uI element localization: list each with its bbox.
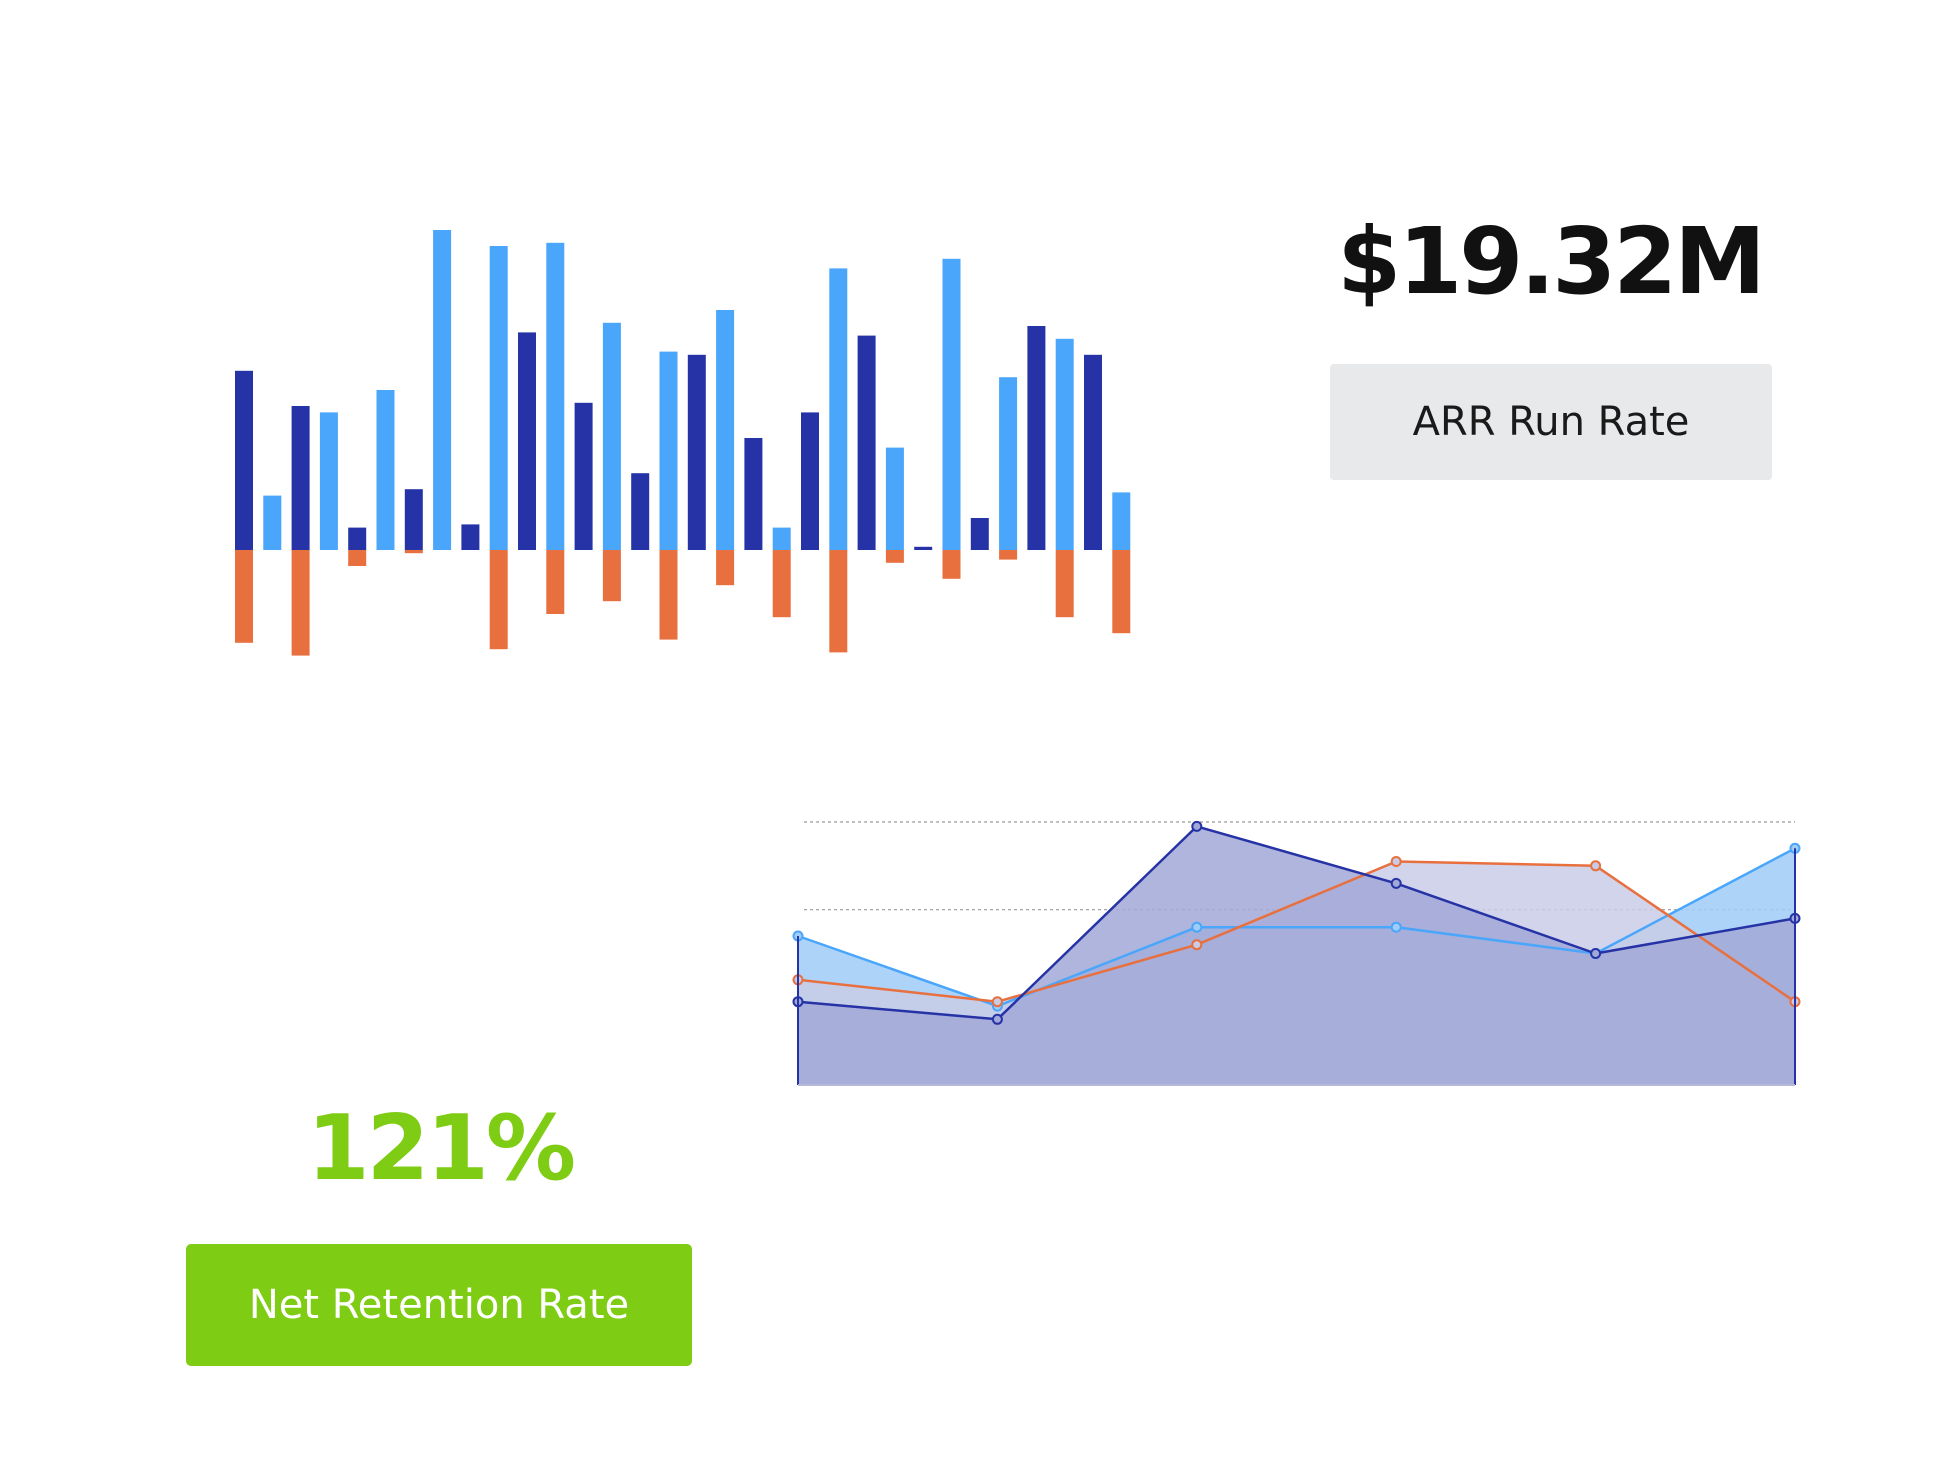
bar-negative [1055,550,1074,618]
bar-positive [546,242,565,551]
bar-positive [1055,338,1074,550]
bar-negative [716,550,735,586]
bar-positive [235,370,253,550]
bar-positive [602,322,621,550]
bar-positive [461,524,480,550]
bar-positive [518,332,536,550]
bar-positive [263,495,282,550]
bar-negative [235,550,253,643]
bar-negative [291,550,310,656]
series-line-2 [797,860,1796,1003]
bar-positive [885,447,904,550]
data-point [991,1013,1003,1025]
bar-negative [659,550,678,640]
net-retention-rate-value: 121% [306,1096,576,1201]
bar-positive [433,230,452,550]
arr-run-rate-value: $19.32M [1337,208,1766,315]
data-point [1191,939,1203,951]
bar-positive [319,412,338,550]
bar-positive [857,335,876,550]
bar-negative [942,550,961,579]
bar-negative [772,550,791,618]
bar-positive [659,351,678,550]
bar-negative [404,550,423,554]
bar-positive [574,402,593,550]
data-point [1191,820,1203,832]
data-point [1590,948,1602,959]
bar-positive [914,546,933,550]
bar-negative [885,550,904,563]
bar-positive [1084,354,1102,550]
bar-positive [999,377,1018,550]
bar-positive [489,246,508,550]
data-point [1590,860,1602,872]
bar-positive [970,518,989,550]
net-retention-rate-label: Net Retention Rate [186,1244,692,1366]
bar-positive [631,473,650,550]
bar-positive [404,489,423,550]
bar-negative [999,550,1018,560]
bar-positive [716,310,735,550]
bar-positive [744,438,763,550]
data-point [1390,856,1402,867]
bar-negative [602,550,621,602]
series-line-1 [797,847,1796,1008]
bar-negative [348,550,367,566]
data-point [1390,877,1402,889]
bar-negative [489,550,508,650]
series-line-3 [797,825,1796,1021]
bar-positive [376,390,395,550]
bar-negative [829,550,848,653]
data-point [1191,921,1203,933]
bar-positive [801,412,819,550]
bar-positive [942,258,961,550]
bar-positive [291,406,310,550]
bar-positive [829,268,848,550]
bar-positive [348,527,367,550]
bar-positive [772,527,791,550]
bar-negative [546,550,565,614]
bar-positive [1112,492,1131,550]
data-point [991,996,1003,1008]
bar-positive [687,354,706,550]
arr-run-rate-label: ARR Run Rate [1330,364,1772,480]
bar-positive [1027,326,1046,550]
bar-negative [1112,550,1131,634]
area-fill-3 [798,826,1795,1085]
data-point [1390,921,1402,933]
